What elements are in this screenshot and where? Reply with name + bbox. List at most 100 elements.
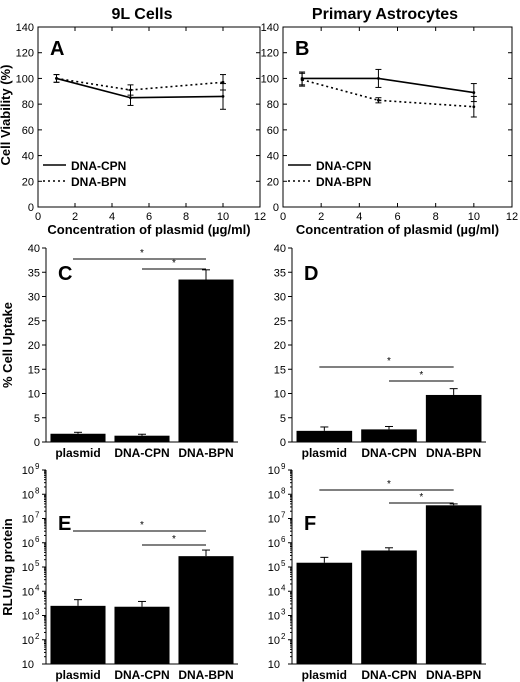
y-tick-exponent: 4 — [35, 583, 40, 592]
category-label: DNA-CPN — [114, 446, 169, 460]
y-tick-exponent: 2 — [35, 632, 40, 641]
y-tick-label: 5 — [34, 413, 40, 425]
y-tick-label: 0 — [34, 437, 40, 449]
significance-star: * — [172, 534, 176, 545]
bar-dna-cpn — [361, 550, 417, 664]
category-label: DNA-BPN — [178, 446, 233, 460]
column-title-astrocytes: Primary Astrocytes — [312, 6, 458, 23]
y-tick-label: 40 — [22, 151, 34, 163]
y-tick-exponent: 6 — [281, 535, 286, 544]
panel-letter: F — [304, 513, 316, 535]
series-line-dna-cpn — [56, 77, 224, 99]
panel-letter: B — [295, 38, 309, 60]
y-tick-label: 80 — [22, 99, 34, 111]
y-tick-label: 10 — [268, 489, 280, 501]
legend-label: DNA-CPN — [71, 159, 126, 173]
panel-a: 0 20 40 60 80 100 120 140 0 2 4 6 8 10 12 Concentration… — [0, 22, 266, 237]
x-tick-label: 6 — [394, 211, 400, 223]
data-point — [300, 78, 304, 82]
data-point — [377, 98, 380, 102]
x-tick-label: 12 — [506, 211, 518, 223]
significance-star: * — [140, 520, 144, 531]
y-tick-label: 10 — [268, 562, 280, 574]
bar-dna-cpn — [114, 435, 170, 442]
significance-star: * — [419, 492, 423, 503]
y-tick-label: 5 — [280, 413, 286, 425]
y-tick-exponent: 9 — [281, 462, 286, 471]
x-tick-label: 12 — [254, 211, 266, 223]
y-tick-label: 10 — [22, 611, 34, 623]
data-point — [377, 77, 380, 80]
bar-plasmid — [296, 562, 353, 664]
y-tick-label: 120 — [261, 48, 279, 60]
significance-star: * — [387, 479, 391, 490]
y-tick-label: 40 — [274, 243, 286, 255]
bar-dna-bpn — [425, 394, 482, 442]
y-axis-label: % Cell Uptake — [0, 302, 15, 388]
legend-label: DNA-CPN — [316, 159, 371, 173]
y-tick-label: 140 — [261, 22, 279, 34]
y-tick-label: 10 — [268, 659, 280, 671]
y-tick-label: 15 — [28, 364, 40, 376]
x-tick-label: 4 — [109, 211, 115, 223]
bar-plasmid — [50, 433, 106, 442]
category-label: plasmid — [302, 446, 347, 460]
panel-b: 0 20 40 60 80 100 120 140 0 2 4 6 8 10 12 Concentration… — [261, 22, 518, 237]
y-tick-label: 10 — [268, 611, 280, 623]
y-tick-label: 60 — [267, 125, 279, 137]
y-tick-exponent: 7 — [35, 511, 40, 520]
significance-star: * — [140, 248, 144, 259]
y-tick-exponent: 2 — [281, 632, 286, 641]
x-tick-label: 8 — [433, 211, 439, 223]
legend-label: DNA-BPN — [71, 175, 126, 189]
y-axis-label: RLU/mg protein — [0, 518, 15, 616]
panel-letter: D — [304, 263, 318, 285]
y-tick-exponent: 7 — [281, 511, 286, 520]
data-point — [221, 95, 225, 98]
y-tick-label: 0 — [280, 437, 286, 449]
y-tick-label: 10 — [268, 635, 280, 647]
y-tick-exponent: 3 — [281, 608, 286, 617]
bar-plasmid — [296, 430, 353, 442]
bar-dna-bpn — [178, 556, 234, 664]
x-axis-label: Concentration of plasmid (µg/ml) — [296, 222, 499, 237]
y-tick-label: 0 — [273, 202, 279, 214]
y-tick-label: 35 — [274, 267, 286, 279]
y-tick-label: 0 — [28, 202, 34, 214]
category-label: plasmid — [55, 446, 100, 460]
bar-plasmid — [50, 605, 106, 664]
x-tick-label: 4 — [356, 211, 362, 223]
y-tick-exponent: 8 — [281, 486, 286, 495]
series-line-dna-bpn — [301, 78, 474, 108]
category-label: DNA-BPN — [178, 668, 233, 682]
column-title-9l: 9L Cells — [111, 6, 172, 23]
x-tick-label: 0 — [35, 211, 41, 223]
series-line-dna-bpn — [56, 77, 224, 91]
significance-star: * — [419, 370, 423, 381]
panel-letter: E — [58, 513, 71, 535]
data-point — [129, 88, 132, 92]
y-tick-exponent: 5 — [35, 559, 40, 568]
y-tick-exponent: 3 — [35, 608, 40, 617]
bar-dna-bpn — [178, 279, 234, 442]
y-tick-label: 20 — [267, 176, 279, 188]
y-tick-label: 20 — [28, 340, 40, 352]
x-tick-label: 6 — [146, 211, 152, 223]
y-tick-label: 20 — [274, 340, 286, 352]
category-label: DNA-CPN — [361, 446, 416, 460]
bar-dna-cpn — [361, 429, 417, 442]
y-tick-label: 10 — [22, 514, 34, 526]
y-tick-label: 35 — [28, 267, 40, 279]
x-tick-label: 2 — [72, 211, 78, 223]
significance-star: * — [387, 356, 391, 367]
category-label: DNA-CPN — [361, 668, 416, 682]
y-tick-label: 30 — [28, 292, 40, 304]
y-tick-label: 10 — [22, 659, 34, 671]
y-tick-exponent: 9 — [35, 462, 40, 471]
series-line-dna-cpn — [302, 77, 474, 94]
